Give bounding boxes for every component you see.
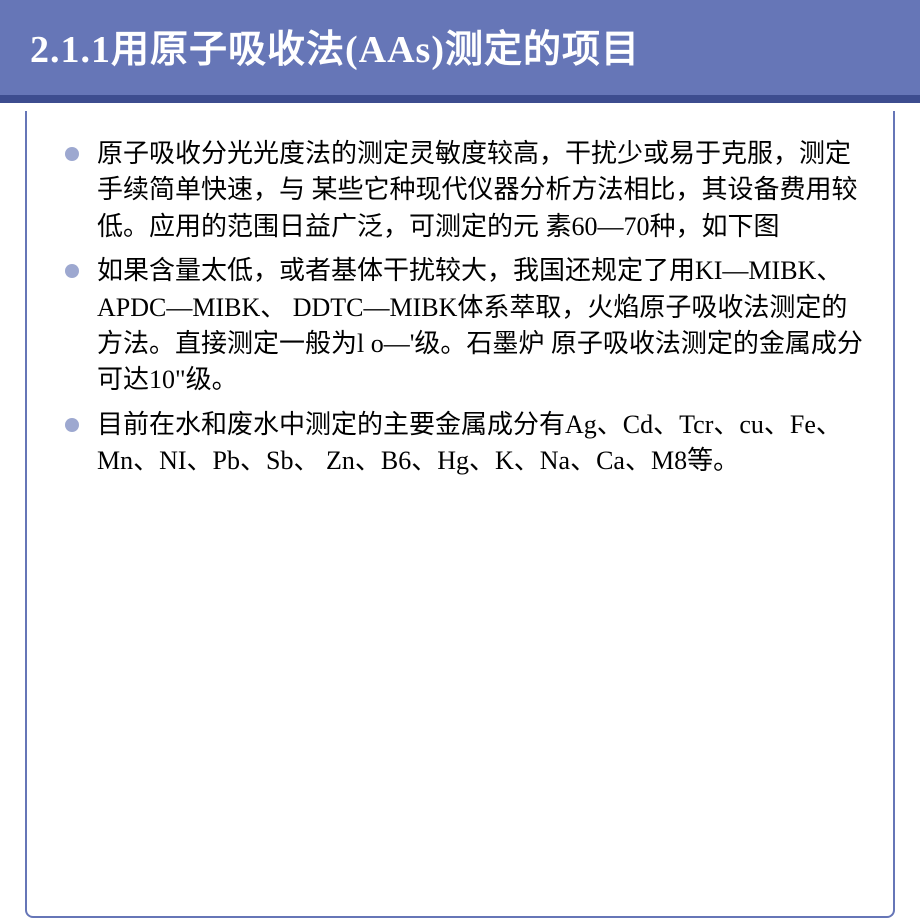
bullet-list: 原子吸收分光光度法的测定灵敏度较高，干扰少或易于克服，测定手续简单快速，与 某些… — [55, 136, 870, 480]
bullet-item: 原子吸收分光光度法的测定灵敏度较高，干扰少或易于克服，测定手续简单快速，与 某些… — [65, 136, 870, 245]
bullet-item: 如果含量太低，或者基体干扰较大，我国还规定了用KI—MIBK、APDC—MIBK… — [65, 253, 870, 399]
slide-title: 2.1.1用原子吸收法(AAs)测定的项目 — [30, 18, 890, 73]
content-area: 原子吸收分光光度法的测定灵敏度较高，干扰少或易于克服，测定手续简单快速，与 某些… — [0, 101, 920, 518]
slide-container: 2.1.1用原子吸收法(AAs)测定的项目 原子吸收分光光度法的测定灵敏度较高，… — [0, 0, 920, 690]
title-bar: 2.1.1用原子吸收法(AAs)测定的项目 — [0, 0, 920, 101]
bullet-item: 目前在水和废水中测定的主要金属成分有Ag、Cd、Tcr、cu、Fe、Mn、NI、… — [65, 407, 870, 480]
